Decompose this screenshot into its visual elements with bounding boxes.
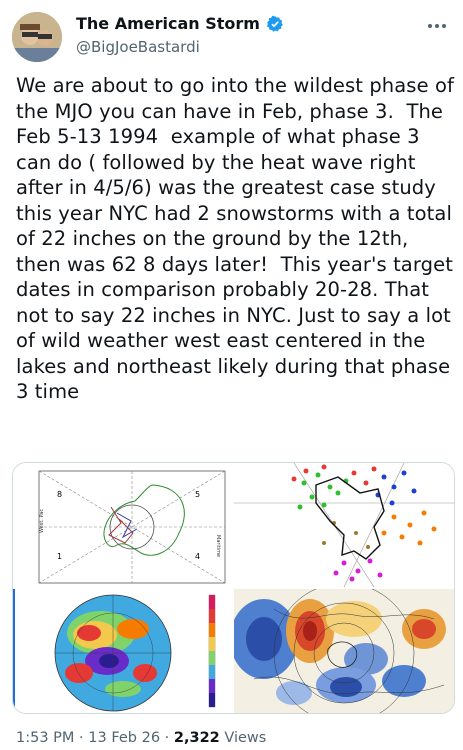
- post-text: We are about to go into the wildest phas…: [16, 74, 461, 403]
- views-count: 2,322: [173, 730, 220, 746]
- height-anomaly-map-image[interactable]: [234, 589, 454, 713]
- polar-anomaly-map-image[interactable]: [13, 589, 232, 713]
- post-header: The American Storm @BigJoeBastardi: [12, 10, 452, 62]
- side-label-maritime: Maritime: [215, 535, 221, 557]
- user-handle[interactable]: @BigJoeBastardi: [76, 38, 200, 56]
- phase-label-1: 1: [57, 552, 62, 561]
- separator-dot-2: ·: [164, 730, 170, 746]
- name-row: The American Storm: [76, 14, 284, 33]
- mjo-phase-diagram-image[interactable]: 8 1 5 4 West. Pac Maritime: [13, 463, 232, 587]
- side-label-west-pac: West. Pac: [39, 509, 45, 533]
- separator-dot: ·: [79, 730, 84, 746]
- phase-label-4: 4: [195, 552, 200, 561]
- post-date[interactable]: 13 Feb 26: [88, 730, 161, 746]
- phase-label-5: 5: [195, 490, 200, 499]
- display-name[interactable]: The American Storm: [76, 14, 260, 33]
- mjo-scatter-image[interactable]: [234, 463, 454, 587]
- post-time[interactable]: 1:53 PM: [16, 730, 75, 746]
- phase-label-8: 8: [57, 490, 62, 499]
- more-options-icon[interactable]: [424, 16, 450, 36]
- views-label: Views: [224, 730, 267, 746]
- profile-photo: [12, 12, 62, 62]
- media-grid: 8 1 5 4 West. Pac Maritime: [12, 462, 455, 714]
- post-footer: 1:53 PM · 13 Feb 26 · 2,322 Views: [16, 730, 266, 746]
- avatar[interactable]: [12, 12, 62, 62]
- verified-badge-icon: [266, 15, 283, 32]
